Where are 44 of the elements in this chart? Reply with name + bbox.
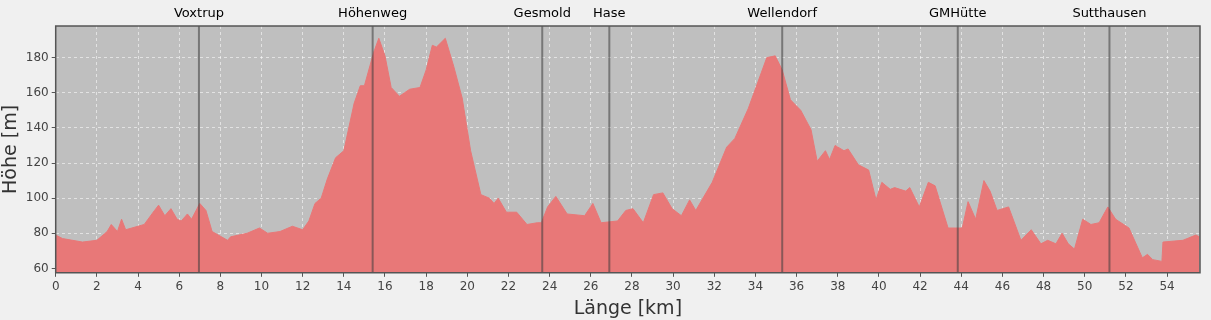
ref-line-label: Höhenweg <box>338 5 408 21</box>
y-axis-title: Höhe [m] <box>0 104 21 194</box>
x-tick-label: 42 <box>912 279 928 294</box>
x-tick-label: 34 <box>747 279 764 294</box>
x-tick-label: 46 <box>994 279 1011 294</box>
y-tick-label: 140 <box>25 120 49 135</box>
x-tick-label: 28 <box>624 279 640 294</box>
ref-line-label: Voxtrup <box>173 5 224 21</box>
ref-line-label: Sutthausen <box>1072 5 1147 21</box>
ref-line-label: Wellendorf <box>747 5 818 21</box>
x-tick-label: 36 <box>788 279 805 294</box>
y-tick-label: 100 <box>25 190 49 205</box>
x-tick-label: 16 <box>377 279 393 294</box>
x-tick-label: 2 <box>93 279 101 294</box>
ref-line-label: Hase <box>593 5 626 21</box>
x-tick-label: 52 <box>1118 279 1134 294</box>
y-tick-label: 60 <box>33 260 49 275</box>
x-tick-label: 18 <box>418 279 434 294</box>
x-tick-label: 20 <box>459 279 475 294</box>
x-tick-label: 10 <box>253 279 270 294</box>
y-tick-label: 180 <box>25 49 49 64</box>
x-tick-label: 12 <box>295 279 311 294</box>
ref-line-label: Gesmold <box>513 5 571 21</box>
ref-line-label: GMHütte <box>929 5 987 21</box>
x-tick-label: 0 <box>51 279 60 294</box>
x-tick-label: 14 <box>336 279 352 294</box>
y-tick-label: 120 <box>25 155 49 170</box>
x-tick-label: 40 <box>871 279 887 294</box>
x-tick-label: 30 <box>665 279 681 294</box>
x-tick-label: 6 <box>175 279 184 294</box>
x-tick-label: 26 <box>583 279 599 294</box>
x-tick-label: 32 <box>706 279 722 294</box>
x-axis-title: Länge [km] <box>573 295 683 318</box>
x-tick-label: 48 <box>1035 279 1052 294</box>
x-tick-label: 22 <box>500 279 517 294</box>
x-tick-label: 24 <box>542 279 558 294</box>
x-tick-label: 54 <box>1159 279 1175 294</box>
y-tick-label: 160 <box>25 84 49 99</box>
x-tick-label: 44 <box>953 279 969 294</box>
x-tick-label: 38 <box>830 279 846 294</box>
y-tick-label: 80 <box>33 225 49 240</box>
x-tick-label: 50 <box>1077 279 1093 294</box>
x-tick-label: 8 <box>216 279 225 294</box>
x-tick-label: 4 <box>134 279 142 294</box>
